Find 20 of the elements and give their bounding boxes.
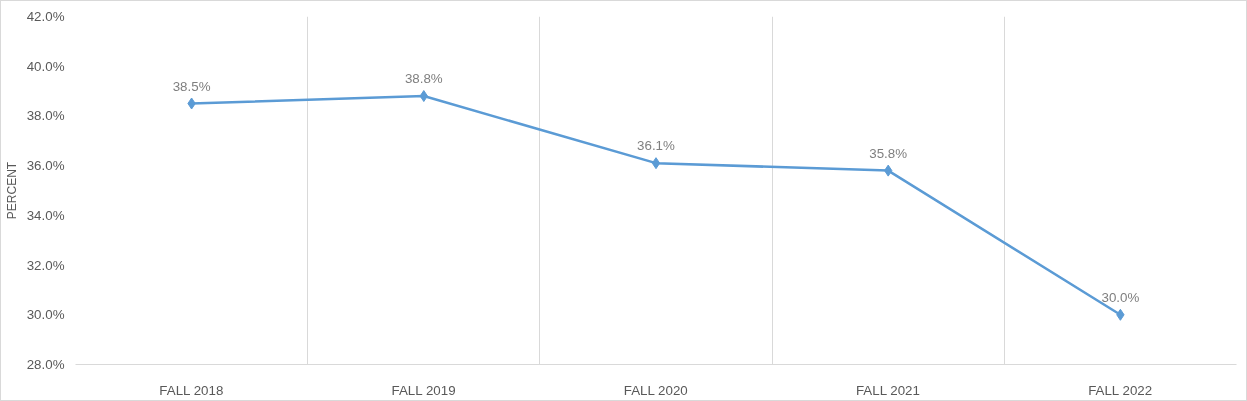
point <box>651 157 661 170</box>
data-label: 35.8% <box>869 145 908 161</box>
y-tick-label: 42.0% <box>26 9 65 24</box>
y-tick-label: 34.0% <box>26 207 65 223</box>
y-tick-label: 30.0% <box>26 307 65 323</box>
x-tick-label: FALL 2018 <box>159 382 224 398</box>
x-tick-label: FALL 2022 <box>1088 382 1153 398</box>
y-tick-label: 40.0% <box>26 58 65 74</box>
data-label: 38.5% <box>172 78 211 94</box>
x-tick-label: FALL 2020 <box>623 382 688 398</box>
y-tick-label: 36.0% <box>26 158 65 174</box>
data-label: 30.0% <box>1101 289 1140 305</box>
x-tick-label: FALL 2019 <box>391 382 456 398</box>
y-tick-label: 38.0% <box>26 108 65 124</box>
y-tick-label: 32.0% <box>26 257 65 273</box>
x-tick-label: FALL 2021 <box>855 382 920 398</box>
y-axis-title: PERCENT <box>4 161 19 220</box>
data-label: 36.1% <box>637 138 676 154</box>
data-label: 38.8% <box>404 71 443 87</box>
y-tick-label: 28.0% <box>26 357 65 372</box>
